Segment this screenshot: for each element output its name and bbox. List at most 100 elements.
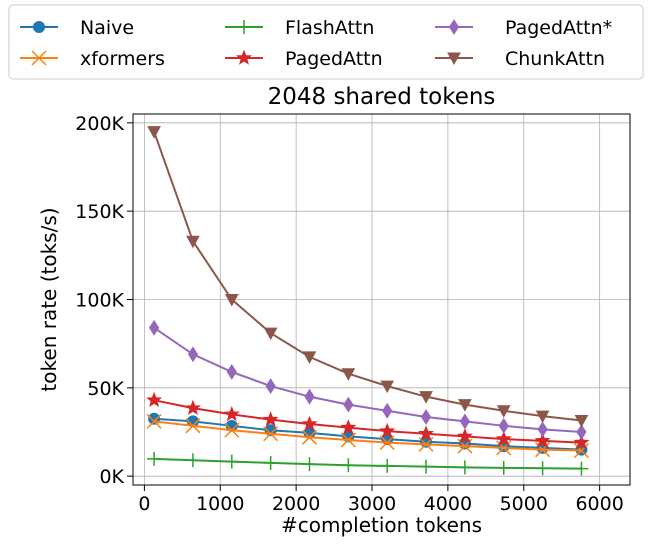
series-xformers — [146, 413, 589, 459]
series-line — [153, 399, 582, 444]
data-point — [265, 378, 276, 394]
y-axis-label: token rate (toks/s) — [37, 207, 61, 391]
x-axis-ticks: 0 1000 2000 3000 4000 5000 6000 — [138, 485, 624, 515]
data-point — [535, 442, 551, 458]
series-flashattn — [147, 451, 589, 476]
data-point — [535, 461, 550, 476]
y-tick-label: 50K — [87, 378, 124, 400]
data-point — [340, 419, 357, 435]
legend: Naive xformers FlashAttn PagedAttn PagedAttn… — [8, 4, 644, 80]
y-axis-ticks: 0K 50K 100K 150K 200K — [75, 113, 133, 488]
x-tick-label: 4000 — [424, 493, 472, 515]
data-point — [379, 422, 396, 438]
data-point — [147, 451, 162, 466]
data-point — [419, 391, 433, 404]
data-point — [456, 428, 473, 444]
y-tick-label: 150K — [75, 201, 124, 223]
data-point — [146, 391, 163, 407]
data-point — [224, 294, 239, 307]
x-tick-label: 6000 — [575, 493, 623, 515]
series-pagedattn — [146, 391, 590, 450]
data-point — [224, 422, 240, 438]
data-point — [185, 418, 201, 434]
x-tick-label: 3000 — [348, 493, 396, 515]
series-line — [153, 131, 582, 422]
data-point — [226, 364, 237, 380]
data-point — [457, 438, 473, 454]
data-point — [225, 419, 238, 432]
legend-marker — [448, 19, 460, 35]
data-point — [418, 425, 435, 441]
legend-item: PagedAttn* — [435, 17, 612, 39]
legend-item: FlashAttn — [225, 17, 374, 39]
data-point — [496, 405, 511, 418]
data-point — [573, 443, 589, 459]
data-point — [498, 417, 509, 434]
x-tick-label: 5000 — [500, 493, 548, 515]
data-point — [496, 460, 511, 475]
data-point — [340, 432, 356, 448]
data-point — [302, 351, 317, 364]
legend-box — [8, 4, 644, 80]
legend-label: ChunkAttn — [505, 48, 605, 70]
series-chunkattn — [147, 126, 589, 428]
data-point — [148, 319, 160, 336]
legend-item: xformers — [20, 48, 165, 70]
legend-item: Naive — [20, 17, 134, 39]
data-point — [574, 415, 589, 428]
legend-marker — [237, 20, 251, 34]
data-point — [263, 426, 279, 442]
data-point — [301, 429, 318, 445]
x-tick-label: 2000 — [272, 493, 320, 515]
grid-lines — [133, 114, 630, 485]
data-point — [184, 399, 201, 415]
data-point — [263, 327, 278, 341]
data-point — [379, 435, 395, 451]
legend-label: xformers — [80, 48, 165, 70]
data-point — [576, 424, 587, 440]
data-point — [459, 413, 470, 430]
data-point — [535, 410, 550, 424]
y-tick-label: 200K — [75, 113, 124, 135]
legend-label: Naive — [80, 17, 134, 39]
data-point — [419, 459, 434, 474]
data-point — [186, 235, 200, 249]
data-point — [224, 454, 239, 469]
data-point — [263, 455, 278, 470]
plot-area — [146, 126, 590, 476]
data-point — [187, 346, 199, 363]
series-line — [153, 420, 582, 452]
x-axis-label: #completion tokens — [281, 513, 482, 537]
data-point — [573, 434, 590, 450]
legend-label: PagedAttn* — [505, 17, 612, 39]
legend-label: PagedAttn — [285, 48, 383, 70]
data-point — [574, 461, 589, 476]
legend-item: ChunkAttn — [435, 48, 605, 70]
legend-marker — [447, 52, 461, 66]
data-point — [420, 409, 432, 425]
data-point — [304, 388, 315, 405]
data-point — [341, 368, 356, 381]
data-point — [223, 405, 240, 422]
data-point — [262, 411, 279, 427]
data-point — [341, 458, 356, 473]
series-pagedattn- — [148, 319, 587, 440]
data-point — [457, 460, 472, 475]
data-point — [534, 432, 551, 448]
data-point — [343, 396, 354, 413]
data-point — [302, 457, 317, 472]
data-point — [147, 126, 161, 139]
data-point — [537, 421, 548, 438]
y-tick-label: 100K — [75, 290, 124, 312]
series-line — [154, 457, 582, 470]
x-tick-label: 1000 — [196, 493, 244, 515]
data-point — [146, 413, 162, 429]
data-point — [301, 415, 318, 431]
y-tick-label: 0K — [99, 466, 124, 488]
chart-title: 2048 shared tokens — [268, 84, 496, 110]
data-point — [382, 402, 393, 419]
legend-marker — [236, 49, 252, 65]
series-line — [154, 417, 582, 451]
data-point — [186, 415, 199, 428]
